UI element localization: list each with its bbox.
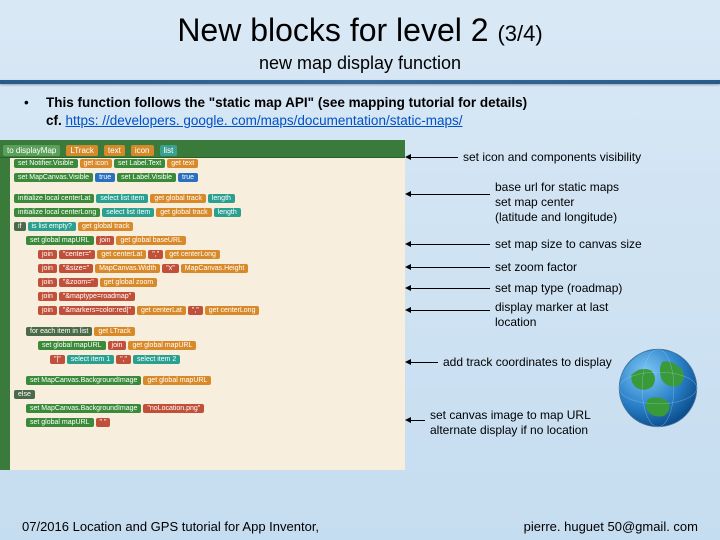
- footer-right: pierre. huguet 50@gmail. com: [524, 519, 698, 534]
- annotation-3: set map size to canvas size: [495, 237, 642, 252]
- annotation-6: display marker at last location: [495, 300, 608, 330]
- page-subtitle: new map display function: [0, 53, 720, 74]
- annotation-5: set map type (roadmap): [495, 281, 622, 296]
- page-title: New blocks for level 2: [177, 12, 497, 48]
- annotation-7: add track coordinates to display: [443, 355, 612, 370]
- footer: 07/2016 Location and GPS tutorial for Ap…: [0, 519, 720, 534]
- page-pager: (3/4): [497, 21, 542, 46]
- globe-icon: [614, 344, 702, 432]
- arrow-4: [410, 267, 490, 268]
- content-area: to displayMapLTracktexticonlist set Noti…: [0, 140, 720, 470]
- bullet-section: • This function follows the "static map …: [0, 84, 720, 138]
- arrow-2: [410, 194, 490, 195]
- arrow-1: [410, 157, 458, 158]
- bullet-cf: cf.: [46, 113, 66, 128]
- footer-left: 07/2016 Location and GPS tutorial for Ap…: [22, 519, 319, 534]
- arrow-3: [410, 244, 490, 245]
- annotations-layer: set icon and components visibility base …: [0, 140, 720, 470]
- annotation-8: set canvas image to map URL alternate di…: [430, 408, 591, 438]
- annotation-2: base url for static maps set map center …: [495, 180, 619, 225]
- bullet-lead: This function follows the "static map AP…: [46, 95, 527, 110]
- arrow-5: [410, 288, 490, 289]
- annotation-1: set icon and components visibility: [463, 150, 641, 165]
- doc-link[interactable]: https: //developers. google. com/maps/do…: [66, 113, 463, 128]
- annotation-4: set zoom factor: [495, 260, 577, 275]
- arrow-6: [410, 310, 490, 311]
- arrow-7: [410, 362, 438, 363]
- arrow-8: [410, 420, 425, 421]
- bullet-marker: •: [24, 94, 46, 130]
